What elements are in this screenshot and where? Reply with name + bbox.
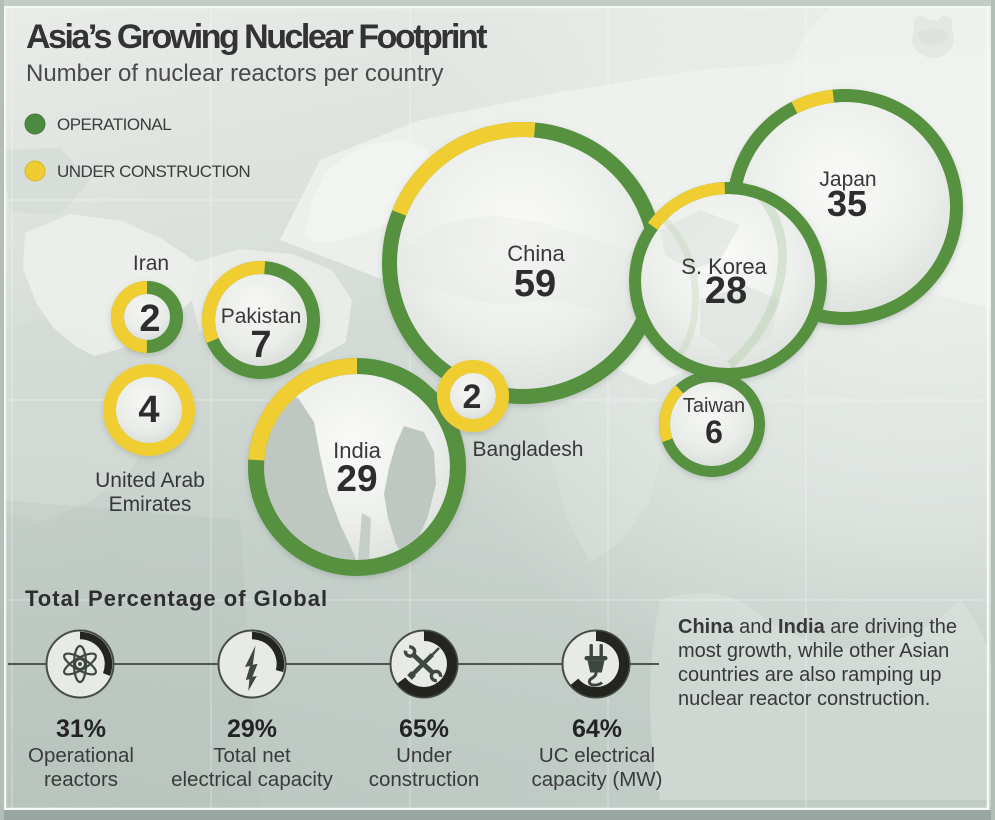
svg-text:Iran: Iran — [133, 252, 169, 275]
svg-text:2: 2 — [139, 298, 160, 340]
svg-text:Operational: Operational — [28, 744, 134, 767]
svg-text:Japan: Japan — [819, 168, 876, 191]
svg-text:China and India are driving th: China and India are driving the — [678, 616, 957, 638]
svg-text:Under: Under — [396, 744, 452, 767]
svg-text:electrical capacity: electrical capacity — [171, 768, 334, 791]
svg-text:capacity (MW): capacity (MW) — [532, 768, 663, 791]
svg-text:nuclear reactor construction.: nuclear reactor construction. — [678, 688, 930, 710]
svg-text:29: 29 — [336, 458, 377, 499]
svg-text:6: 6 — [705, 414, 723, 450]
svg-text:2: 2 — [463, 378, 482, 416]
svg-text:28: 28 — [705, 270, 747, 312]
svg-text:59: 59 — [514, 263, 556, 305]
svg-text:Total Percentage of Global: Total Percentage of Global — [25, 586, 328, 611]
svg-text:UC electrical: UC electrical — [539, 744, 655, 767]
svg-text:China: China — [507, 241, 565, 266]
svg-text:Taiwan: Taiwan — [683, 395, 745, 417]
svg-text:construction: construction — [369, 768, 480, 791]
svg-text:Bangladesh: Bangladesh — [473, 438, 584, 461]
svg-text:31%: 31% — [56, 715, 106, 743]
svg-text:65%: 65% — [399, 715, 449, 743]
svg-text:reactors: reactors — [44, 768, 118, 791]
svg-text:Pakistan: Pakistan — [221, 305, 302, 328]
svg-text:OPERATIONAL: OPERATIONAL — [57, 115, 171, 134]
svg-text:64%: 64% — [572, 715, 622, 743]
svg-text:India: India — [333, 438, 381, 463]
svg-text:35: 35 — [827, 183, 867, 224]
svg-text:United Arab: United Arab — [95, 469, 205, 492]
svg-text:Total net: Total net — [213, 744, 291, 767]
svg-text:most growth, while other Asian: most growth, while other Asian — [678, 640, 949, 662]
svg-text:4: 4 — [138, 389, 159, 431]
svg-text:S. Korea: S. Korea — [681, 254, 767, 279]
svg-text:UNDER CONSTRUCTION: UNDER CONSTRUCTION — [57, 162, 250, 181]
svg-text:countries are also ramping up: countries are also ramping up — [678, 664, 941, 686]
svg-text:Number of nuclear reactors per: Number of nuclear reactors per country — [26, 60, 444, 87]
svg-text:29%: 29% — [227, 715, 277, 743]
svg-text:7: 7 — [250, 324, 271, 366]
svg-text:Emirates: Emirates — [109, 493, 192, 516]
svg-text:Asia’s Growing Nuclear Footpri: Asia’s Growing Nuclear Footprint — [26, 18, 487, 56]
